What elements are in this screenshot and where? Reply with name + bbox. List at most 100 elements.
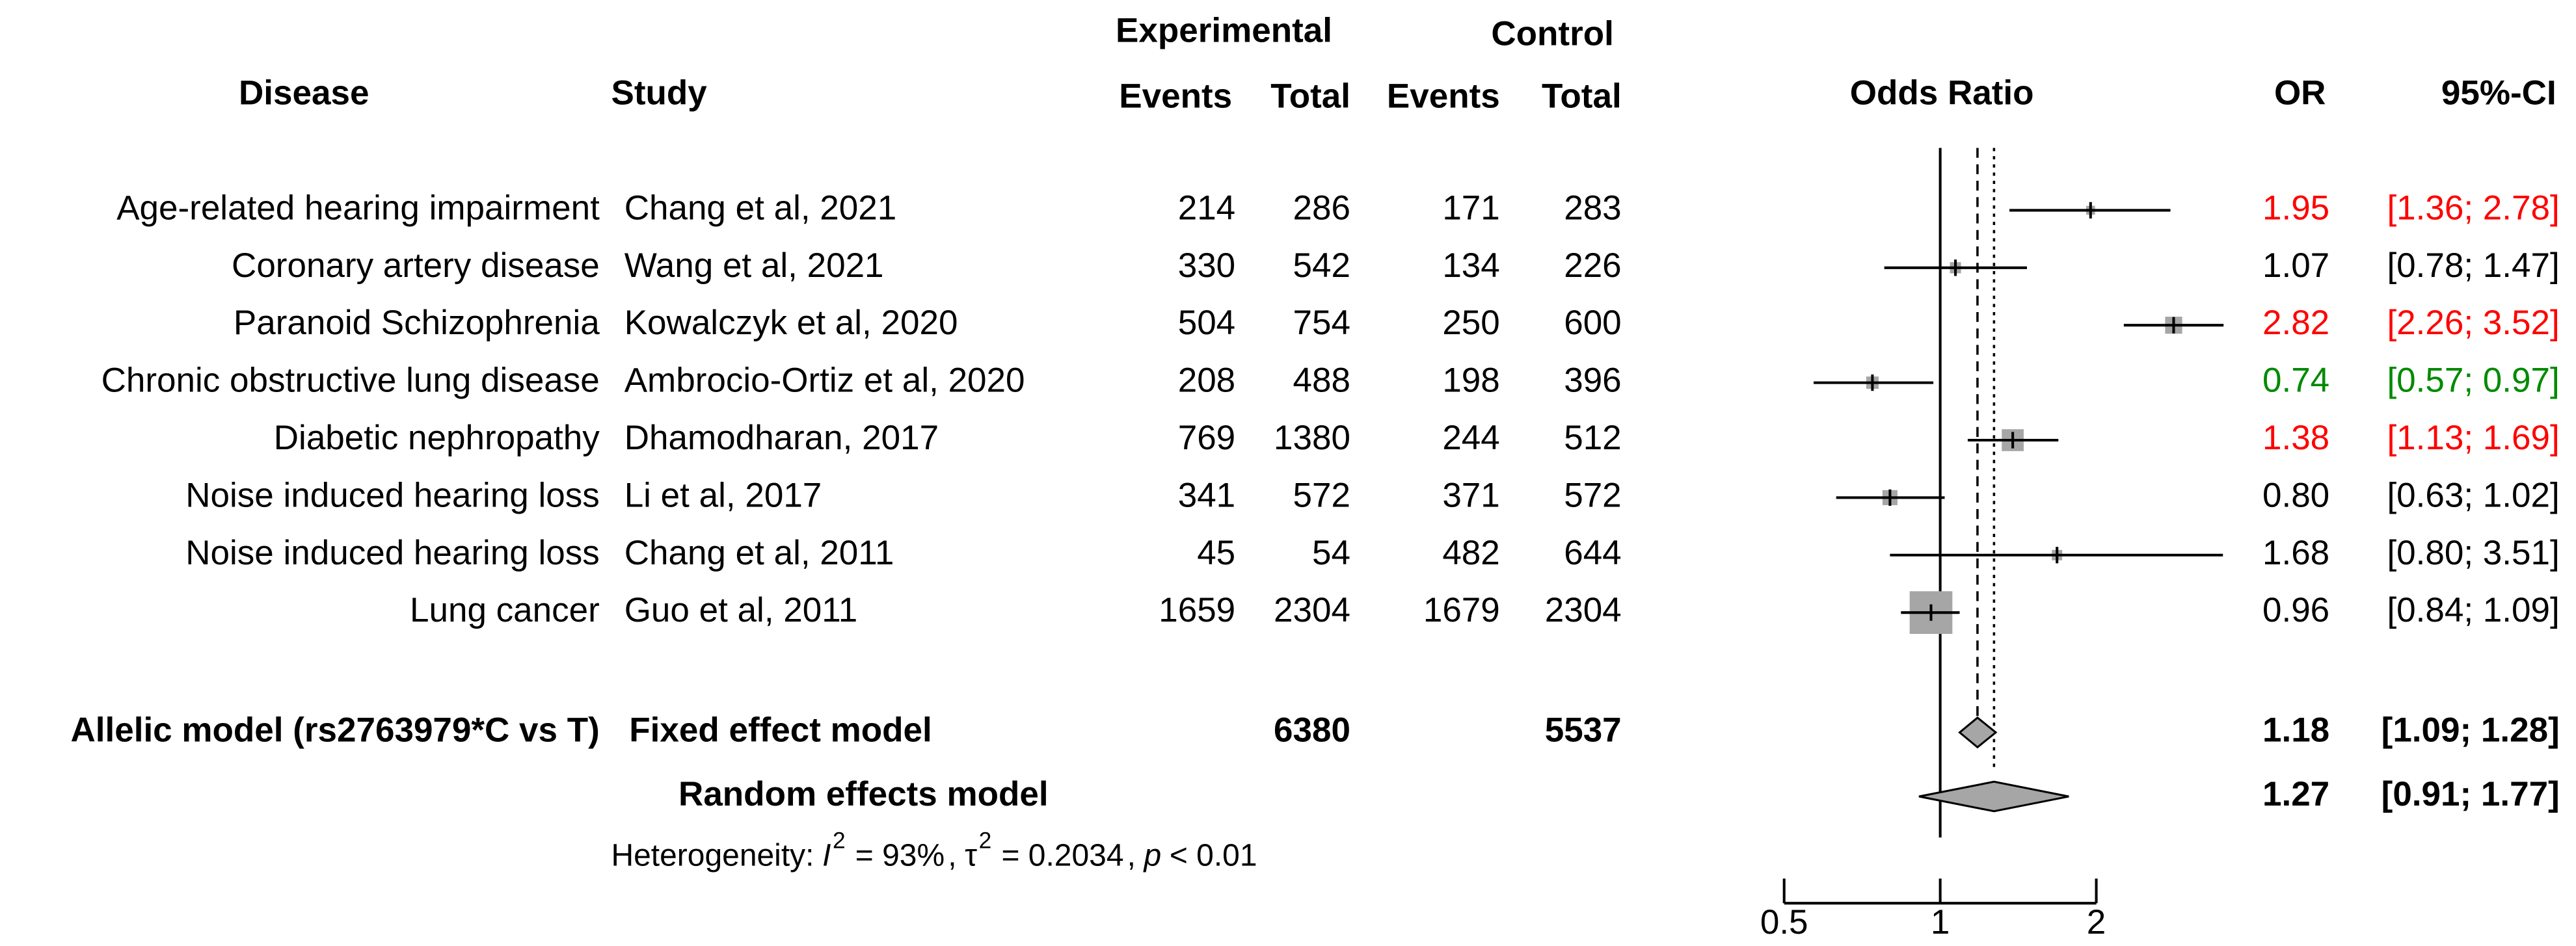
- heterogeneity-part: ,: [948, 838, 956, 873]
- exp-events: 45: [1197, 534, 1235, 572]
- disease: Noise induced hearing loss: [185, 476, 600, 514]
- disease: Diabetic nephropathy: [274, 419, 600, 457]
- or-label: 1.07: [2262, 246, 2329, 285]
- heterogeneity-part: Heterogeneity:: [611, 838, 814, 873]
- exp-events: 330: [1178, 246, 1235, 285]
- ctrl-total: 5537: [1545, 711, 1622, 750]
- ctrl-total: 226: [1564, 246, 1621, 285]
- or-label: 1.38: [2262, 419, 2329, 457]
- exp-events: 769: [1178, 419, 1235, 457]
- heterogeneity-part: 2: [833, 828, 846, 854]
- column-header: Odds Ratio: [1850, 74, 2034, 112]
- exp-events: 341: [1178, 476, 1235, 514]
- heterogeneity-part: p: [1143, 838, 1162, 873]
- exp-total: 6380: [1274, 711, 1350, 750]
- column-header: Events: [1119, 77, 1232, 116]
- study: Dhamodharan, 2017: [624, 419, 939, 457]
- disease: Noise induced hearing loss: [185, 534, 600, 572]
- ctrl-total: 2304: [1545, 591, 1622, 629]
- or-label: 1.95: [2262, 189, 2329, 227]
- heterogeneity-part: 2: [979, 828, 992, 854]
- exp-total: 488: [1293, 361, 1350, 400]
- study: Chang et al, 2021: [624, 189, 897, 227]
- disease: Paranoid Schizophrenia: [234, 304, 600, 342]
- ci-label: [1.13; 1.69]: [2387, 419, 2559, 457]
- model-name: Fixed effect model: [629, 711, 932, 750]
- exp-events: 208: [1178, 361, 1235, 400]
- x-tick-label: 2: [2087, 903, 2106, 941]
- ctrl-total: 512: [1564, 419, 1621, 457]
- heterogeneity-part: = 0.2034: [1001, 838, 1123, 873]
- column-header: OR: [2274, 74, 2326, 112]
- exp-total: 1380: [1274, 419, 1350, 457]
- or-label: 1.27: [2262, 775, 2329, 813]
- ctrl-events: 371: [1442, 476, 1499, 514]
- or-label: 1.18: [2262, 711, 2329, 750]
- ctrl-events: 482: [1442, 534, 1499, 572]
- exp-events: 214: [1178, 189, 1235, 227]
- ci-label: [0.63; 1.02]: [2387, 476, 2559, 514]
- or-label: 2.82: [2262, 304, 2329, 342]
- ci-label: [0.91; 1.77]: [2381, 775, 2560, 813]
- ci-label: [0.80; 3.51]: [2387, 534, 2559, 572]
- ctrl-total: 572: [1564, 476, 1621, 514]
- heterogeneity: Heterogeneity: I 2 = 93%, τ 2 = 0.2034, p < 0.01: [611, 828, 1257, 873]
- column-header: Study: [611, 74, 707, 112]
- disease: Chronic obstructive lung disease: [101, 361, 600, 400]
- ctrl-events: 171: [1442, 189, 1499, 227]
- ci-label: [0.78; 1.47]: [2387, 246, 2559, 285]
- disease: Lung cancer: [410, 591, 600, 629]
- study: Ambrocio-Ortiz et al, 2020: [624, 361, 1025, 400]
- column-header: 95%-CI: [2441, 74, 2556, 112]
- exp-total: 572: [1293, 476, 1350, 514]
- group-header: Experimental: [1116, 12, 1332, 50]
- ctrl-events: 250: [1442, 304, 1499, 342]
- or-label: 0.96: [2262, 591, 2329, 629]
- study: Kowalczyk et al, 2020: [624, 304, 958, 342]
- ctrl-events: 134: [1442, 246, 1499, 285]
- exp-events: 1659: [1159, 591, 1235, 629]
- ctrl-events: 198: [1442, 361, 1499, 400]
- ctrl-total: 644: [1564, 534, 1621, 572]
- column-header: Disease: [239, 74, 369, 112]
- exp-total: 286: [1293, 189, 1350, 227]
- ci-label: [0.57; 0.97]: [2387, 361, 2559, 400]
- summary-diamond: [1958, 716, 1998, 749]
- x-tick-label: 0.5: [1760, 903, 1808, 941]
- disease: Age-related hearing impairment: [116, 189, 600, 227]
- summary-diamond: [1918, 780, 2069, 813]
- heterogeneity-part: I: [822, 838, 831, 873]
- ctrl-events: 244: [1442, 419, 1499, 457]
- ctrl-total: 396: [1564, 361, 1621, 400]
- ci-label: [2.26; 3.52]: [2387, 304, 2559, 342]
- study: Li et al, 2017: [624, 476, 822, 514]
- ci-label: [1.36; 2.78]: [2387, 189, 2559, 227]
- exp-total: 54: [1312, 534, 1350, 572]
- summary-label: Allelic model (rs2763979*C vs T): [70, 711, 599, 750]
- model-name: Random effects model: [678, 775, 1049, 813]
- column-header: Events: [1387, 77, 1500, 116]
- ctrl-total: 600: [1564, 304, 1621, 342]
- or-label: 0.74: [2262, 361, 2329, 400]
- ctrl-events: 1679: [1423, 591, 1500, 629]
- heterogeneity-part: τ: [965, 838, 977, 873]
- column-header: Total: [1542, 77, 1622, 116]
- exp-total: 2304: [1274, 591, 1350, 629]
- ci-label: [0.84; 1.09]: [2387, 591, 2559, 629]
- group-header: Control: [1491, 15, 1613, 53]
- heterogeneity-part: ,: [1127, 838, 1136, 873]
- disease: Coronary artery disease: [232, 246, 600, 285]
- ctrl-total: 283: [1564, 189, 1621, 227]
- study: Guo et al, 2011: [624, 591, 858, 629]
- study: Chang et al, 2011: [624, 534, 894, 572]
- or-label: 0.80: [2262, 476, 2329, 514]
- ci-label: [1.09; 1.28]: [2381, 711, 2560, 750]
- exp-total: 754: [1293, 304, 1350, 342]
- exp-events: 504: [1178, 304, 1235, 342]
- or-label: 1.68: [2262, 534, 2329, 572]
- heterogeneity-part: = 93%: [855, 838, 945, 873]
- exp-total: 542: [1293, 246, 1350, 285]
- study: Wang et al, 2021: [624, 246, 884, 285]
